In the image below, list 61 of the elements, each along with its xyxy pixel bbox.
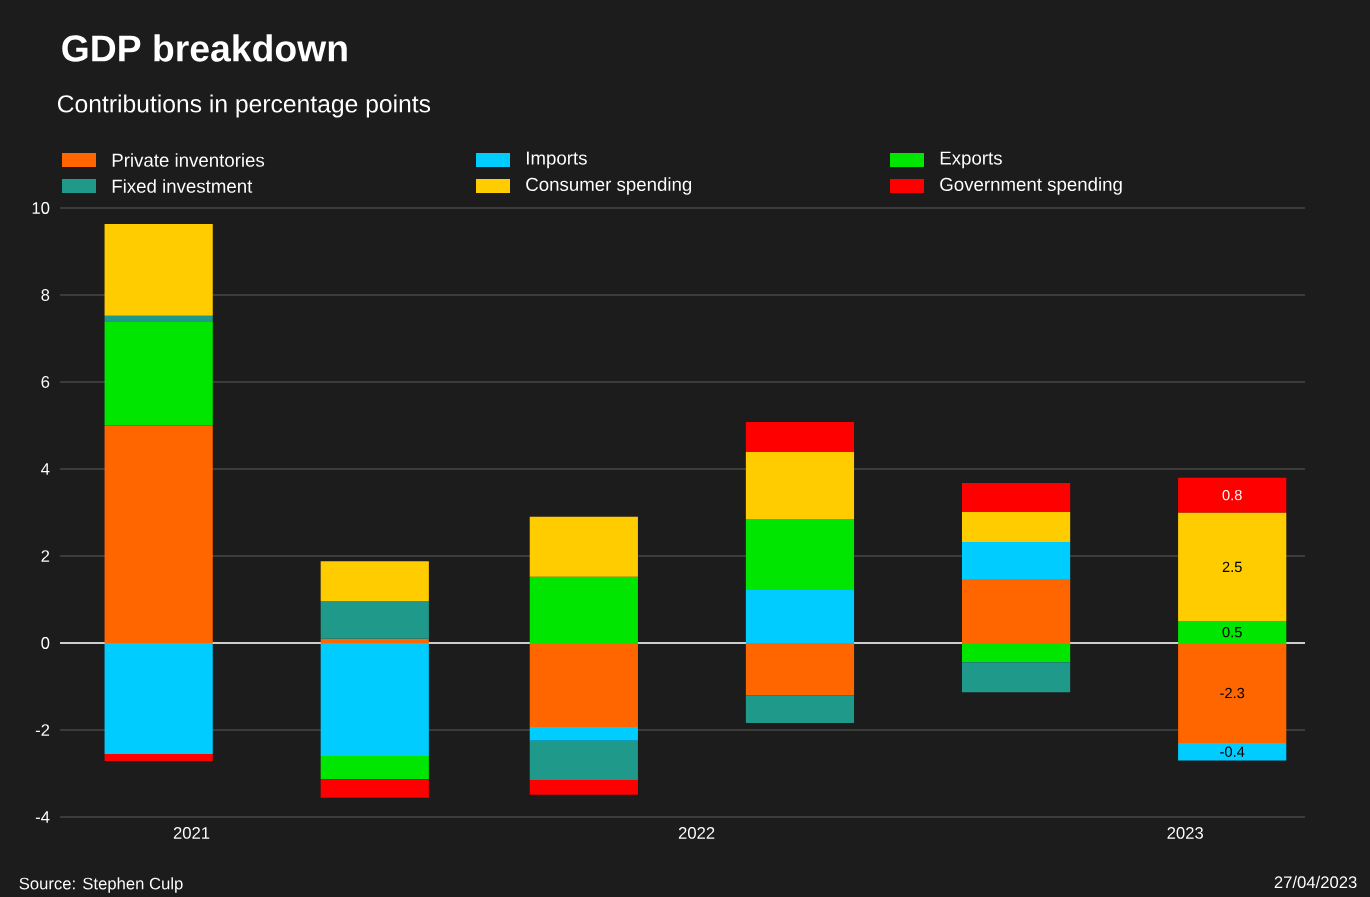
bar	[961, 482, 1071, 512]
source-note: Source: Stephen Culp	[19, 877, 183, 893]
bar	[961, 541, 1071, 579]
bar	[320, 642, 429, 756]
y-tick-label: 2	[41, 550, 50, 562]
y-tick-label: 8	[41, 289, 50, 301]
bar	[529, 779, 638, 795]
bar	[529, 516, 638, 577]
bar	[961, 511, 1071, 542]
bar	[745, 421, 855, 452]
bar	[1178, 621, 1287, 643]
y-tick-label: -4	[35, 811, 50, 823]
data-label: 0.5	[1222, 626, 1242, 638]
legend-label: Private inventories	[112, 153, 265, 167]
bar	[961, 642, 1071, 663]
bar	[529, 726, 638, 741]
bar	[745, 642, 855, 696]
bar	[1178, 742, 1287, 761]
legend-label: Exports	[940, 151, 1002, 169]
legend-label: Imports	[526, 151, 587, 169]
bar	[104, 753, 213, 761]
bar	[745, 589, 855, 643]
bar	[529, 740, 638, 780]
x-tick-label: 2021	[173, 826, 210, 839]
bar	[961, 662, 1071, 693]
legend-label: Fixed investment	[112, 179, 253, 193]
bar	[104, 425, 213, 643]
y-tick-label: 10	[32, 202, 50, 214]
bar	[1178, 477, 1287, 513]
bar	[104, 223, 213, 316]
bar	[961, 578, 1071, 643]
legend-label: Consumer spending	[526, 177, 692, 195]
x-tick-label: 2022	[678, 826, 715, 839]
bar	[320, 779, 429, 798]
bar	[104, 321, 213, 426]
bar	[1178, 512, 1287, 622]
text: 27/04/2023	[1274, 875, 1357, 889]
y-tick-label: 6	[41, 376, 50, 388]
data-label: -0.4	[1220, 746, 1245, 757]
bar	[104, 315, 213, 322]
x-tick-label: 2023	[1167, 826, 1203, 839]
bar	[320, 561, 429, 602]
bar	[1178, 642, 1287, 743]
bar	[745, 451, 855, 519]
bar	[529, 642, 638, 727]
legend-label: Government spending	[940, 177, 1122, 195]
y-tick-label: -2	[35, 724, 50, 736]
bar	[745, 695, 855, 723]
y-tick-label: 4	[41, 463, 50, 475]
bar	[320, 638, 429, 643]
y-tick-label: 0	[41, 637, 50, 649]
bar	[104, 642, 213, 754]
bar	[320, 755, 429, 780]
chart-title: GDP breakdown	[62, 34, 347, 62]
data-label: 2.5	[1222, 561, 1242, 572]
bar	[529, 576, 638, 643]
bar	[745, 518, 855, 590]
chart-subtitle: Contributions in percentage points	[57, 94, 431, 118]
data-label: 0.8	[1222, 489, 1242, 501]
bar	[320, 601, 429, 639]
data-label: -2.3	[1220, 687, 1245, 699]
